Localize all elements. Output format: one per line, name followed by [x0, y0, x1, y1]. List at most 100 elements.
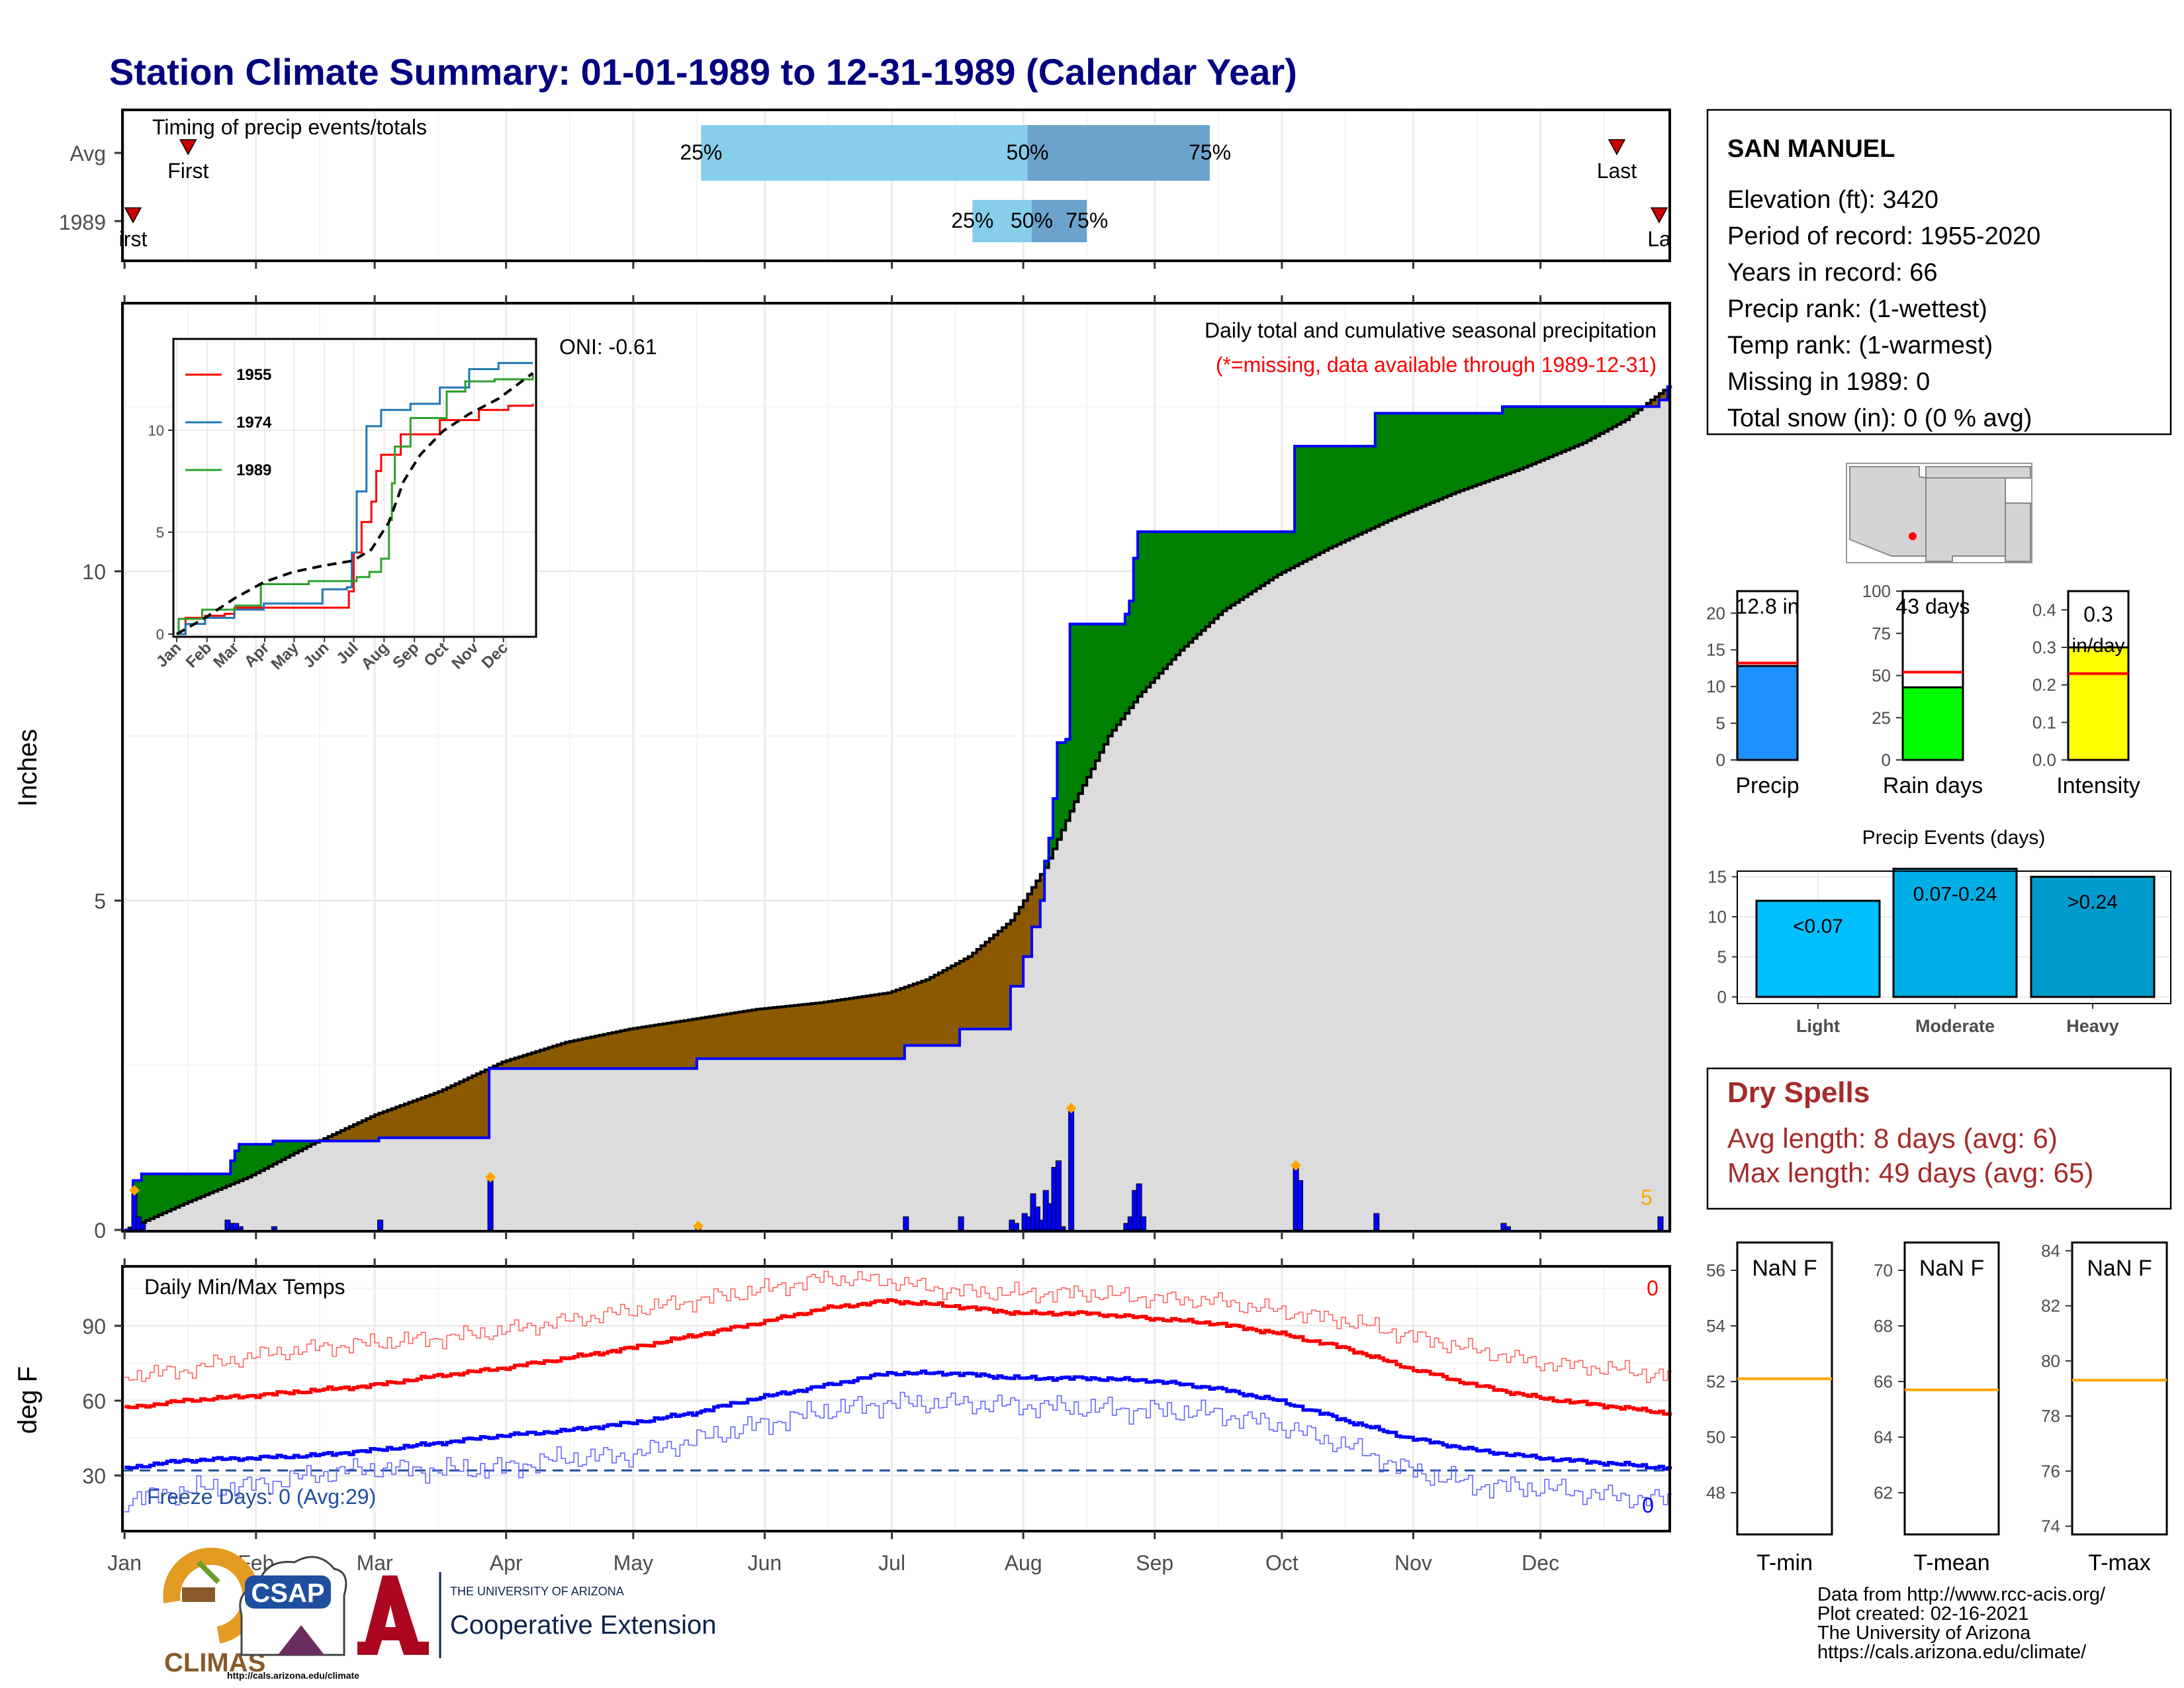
precip-surplus-fill [1316, 445, 1321, 555]
precip-deficit-fill [604, 1034, 609, 1069]
temp-panel-value-T-mean: NaN F [1919, 1256, 1984, 1281]
precip-surplus-fill [1510, 406, 1516, 473]
precip-surplus-fill [1604, 406, 1609, 432]
precip-surplus-fill [1201, 532, 1206, 631]
temp-panel-ytick-label: 78 [2041, 1406, 2060, 1426]
precip-surplus-fill [1188, 532, 1193, 643]
precip-deficit-fill [972, 953, 978, 1029]
precip-surplus-fill [1566, 406, 1571, 450]
precip-deficit-fill [768, 1008, 774, 1059]
precip-deficit-fill [883, 993, 888, 1059]
precip-deficit-fill [459, 1082, 465, 1138]
events-frame [1737, 870, 2171, 1004]
precip-deficit-fill [841, 1000, 846, 1059]
temp-panel-value-T-min: NaN F [1752, 1256, 1817, 1281]
precip-deficit-fill [925, 979, 931, 1046]
precip-surplus-fill [1371, 445, 1376, 529]
events-bar-value-Heavy: >0.24 [2068, 892, 2118, 914]
precip-surplus-fill [183, 1174, 189, 1204]
precip-surplus-fill [1069, 624, 1075, 812]
precip-deficit-fill [586, 1037, 592, 1069]
station-info-box: SAN MANUEL Elevation (ft): 3420 Period o… [1706, 109, 2172, 436]
mini-bar-ytick-label: 20 [1706, 603, 1725, 623]
precip-surplus-fill [1074, 624, 1079, 802]
tmax-count: 0 [1647, 1276, 1659, 1300]
events-xtick-label-Light: Light [1796, 1016, 1840, 1036]
precip-surplus-fill [1167, 532, 1172, 665]
precip-deficit-fill [1040, 874, 1045, 901]
map-state-arizona [1849, 466, 1927, 557]
precip-deficit-fill [942, 970, 948, 1046]
precip-deficit-fill [968, 957, 973, 1029]
precip-surplus-fill [179, 1174, 185, 1206]
temp-panel-ytick-label: 68 [1874, 1316, 1893, 1336]
precip-surplus-fill [302, 1141, 308, 1149]
daily-precip-bar [1055, 1160, 1062, 1231]
timing-last-marker [1608, 139, 1626, 156]
mini-bar-label-Intensity: Intensity [2056, 773, 2140, 798]
precip-deficit-fill [832, 1000, 837, 1059]
precip-deficit-fill [433, 1093, 439, 1138]
precip-surplus-fill [1214, 532, 1219, 619]
precip-deficit-fill [608, 1033, 613, 1069]
precip-surplus-fill [1248, 532, 1253, 594]
precip-surplus-fill [1260, 532, 1265, 586]
precip-surplus-fill [158, 1174, 163, 1215]
precip-deficit-fill [349, 1126, 354, 1141]
month-label-Jun: Jun [748, 1551, 782, 1575]
precip-deficit-fill [756, 1009, 761, 1059]
precip-deficit-fill [777, 1007, 782, 1059]
precip-surplus-fill [1150, 532, 1156, 683]
precip-deficit-fill [383, 1111, 388, 1138]
precip-surplus-fill [175, 1174, 181, 1207]
precip-deficit-fill [400, 1105, 405, 1138]
mini-bar-ytick-label: 50 [1872, 666, 1891, 686]
month-label-Jan: Jan [107, 1551, 142, 1575]
precip-deficit-fill [684, 1020, 689, 1069]
precip-deficit-fill [1036, 880, 1041, 927]
precip-surplus-fill [1146, 532, 1151, 688]
precip-deficit-fill [396, 1107, 401, 1138]
precip-deficit-fill [561, 1043, 566, 1069]
precip-surplus-fill [226, 1174, 231, 1186]
precip-surplus-fill [171, 1174, 176, 1209]
precip-surplus-fill [1633, 406, 1639, 414]
footer: Data from http://www.rcc-acis.org/ Plot … [1817, 1584, 2106, 1663]
avg-cumulative-line [124, 385, 1672, 1231]
mini-bar-label-Rain days: Rain days [1883, 773, 1983, 798]
precip-deficit-fill [1006, 923, 1011, 1029]
precip-surplus-fill [1489, 413, 1494, 481]
precip-surplus-fill [1066, 739, 1071, 821]
precip-deficit-fill [709, 1016, 715, 1059]
precip-deficit-fill [506, 1060, 511, 1069]
precip-surplus-fill [1281, 532, 1287, 573]
timing-p50-label: 50% [1011, 209, 1053, 232]
precip-deficit-fill [391, 1108, 396, 1138]
precip-deficit-fill [1027, 894, 1032, 957]
precip-deficit-fill [960, 961, 965, 1029]
precip-surplus-fill [1265, 532, 1270, 583]
timing-frame [121, 109, 1671, 262]
precip-deficit-fill [361, 1120, 367, 1141]
precip-deficit-fill [786, 1006, 791, 1059]
precip-surplus-fill [1612, 406, 1617, 427]
mini-bar-unit-Intensity: in/day [2071, 635, 2124, 657]
precip-surplus-fill [1341, 445, 1346, 543]
precip-surplus-fill [1324, 445, 1329, 551]
events-title: Precip Events (days) [1862, 827, 2046, 849]
precip-deficit-fill [997, 931, 1003, 1029]
precip-surplus-fill [1417, 413, 1422, 508]
daily-precip-bar [140, 1223, 146, 1231]
precip-surplus-fill [1413, 413, 1418, 510]
precip-surplus-fill [1197, 532, 1202, 635]
precip-deficit-fill [340, 1130, 345, 1141]
precip-surplus-fill [1103, 624, 1109, 745]
precip-surplus-fill [218, 1174, 223, 1190]
precip-deficit-fill [353, 1124, 359, 1141]
precip-surplus-fill [1494, 413, 1499, 479]
month-label-Nov: Nov [1394, 1551, 1432, 1575]
inset-avg-line [176, 372, 534, 635]
precip-deficit-fill [946, 968, 952, 1046]
temp-title: Daily Min/Max Temps [144, 1275, 345, 1299]
